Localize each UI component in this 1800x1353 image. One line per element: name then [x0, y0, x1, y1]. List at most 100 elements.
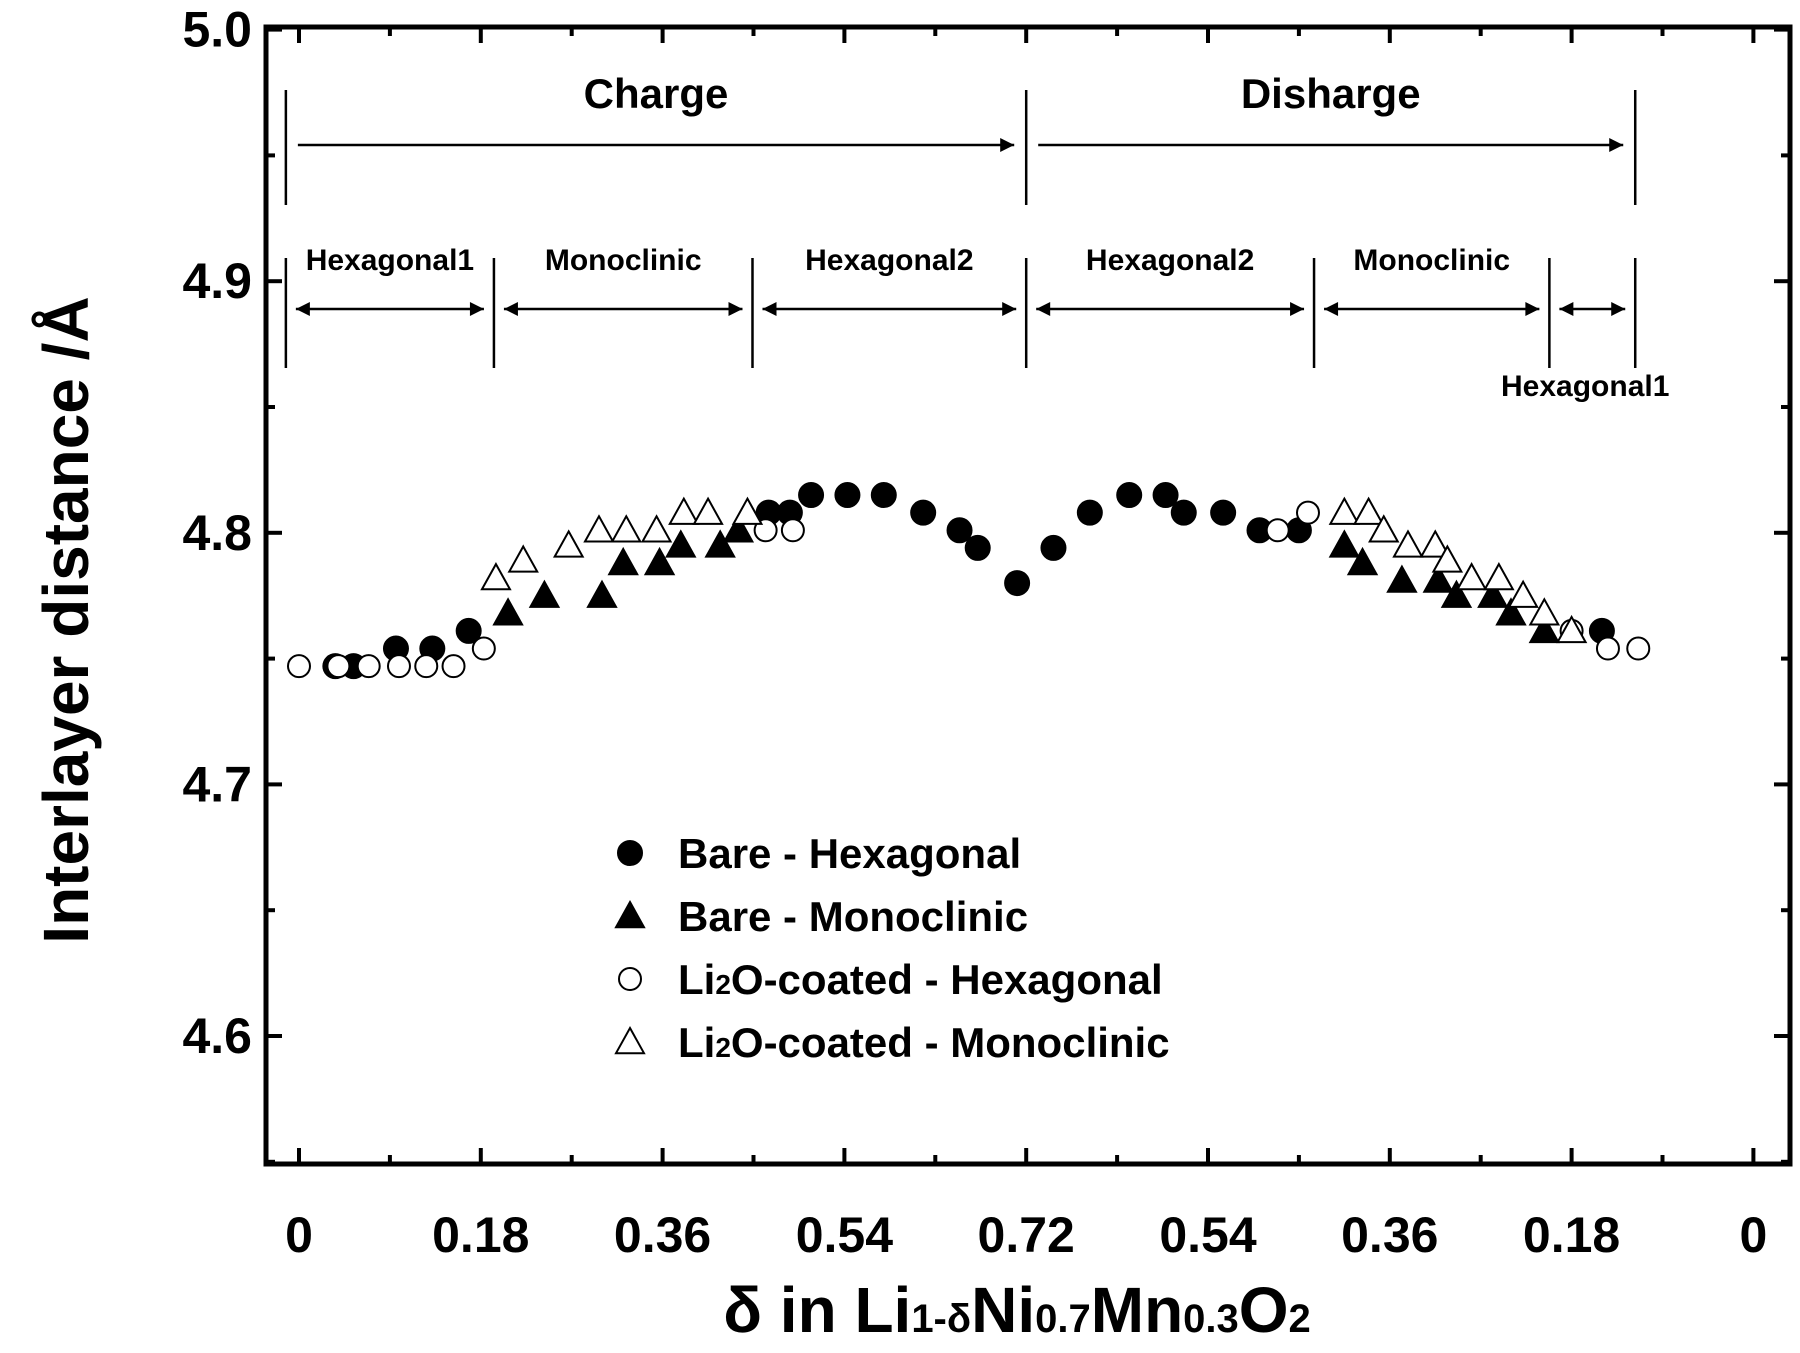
- phase-label: Hexagonal1: [1501, 370, 1669, 403]
- data-point: [1352, 496, 1385, 525]
- legend-marker: [617, 840, 643, 866]
- data-point: [665, 529, 697, 558]
- process-label: Charge: [584, 70, 729, 117]
- legend-label-part: Li: [678, 956, 715, 1003]
- data-point: [946, 517, 973, 544]
- legend-label-part: O-coated - Monoclinic: [731, 1019, 1170, 1066]
- data-point: [1392, 529, 1424, 558]
- data-point: [910, 499, 937, 526]
- data-point: [640, 514, 673, 543]
- x-tick-label: 0.72: [978, 1207, 1075, 1263]
- phase-label: Hexagonal1: [306, 244, 474, 277]
- data-point: [586, 579, 618, 608]
- data-point: [692, 496, 724, 525]
- data-point: [1440, 579, 1473, 608]
- x-axis-title-sub: 0.7: [1035, 1297, 1091, 1341]
- x-tick-label: 0: [1739, 1207, 1767, 1263]
- x-tick-label: 0.18: [432, 1207, 529, 1263]
- data-point: [507, 544, 539, 573]
- legend-marker: [614, 899, 646, 929]
- data-point: [1528, 597, 1561, 626]
- data-point: [1295, 500, 1320, 525]
- data-point: [471, 636, 496, 661]
- axis-ticks: [266, 27, 1790, 1164]
- y-tick-labels: 4.6 4.7 4.8 4.9 5.0: [182, 2, 252, 1064]
- x-axis-title-part: Ni: [971, 1274, 1035, 1346]
- y-tick-label: 5.0: [182, 2, 252, 58]
- legend-label: Li2O-coated - Monoclinic: [678, 1019, 1170, 1066]
- data-point: [1116, 482, 1143, 509]
- data-point: [1483, 562, 1515, 591]
- data-point: [552, 529, 585, 558]
- data-point: [610, 514, 642, 543]
- x-axis-title-part: δ in Li: [723, 1274, 911, 1346]
- data-point: [668, 496, 700, 525]
- x-tick-label: 0.54: [1159, 1207, 1257, 1263]
- data-point: [1346, 546, 1379, 576]
- data-point: [1419, 529, 1451, 558]
- data-point: [1328, 496, 1361, 525]
- data-point: [583, 514, 615, 543]
- data-point: [1076, 499, 1103, 526]
- x-axis-title-sub: 1-δ: [911, 1297, 971, 1341]
- data-point: [441, 654, 466, 679]
- legend-label: Bare - Hexagonal: [678, 830, 1021, 877]
- legend-marker: [614, 1025, 646, 1055]
- x-axis-title-part: O: [1239, 1274, 1289, 1346]
- x-tick-labels: 0 0.18 0.36 0.54 0.72 0.54 0.36 0.18 0: [285, 1207, 1767, 1263]
- data-point: [798, 482, 825, 509]
- phase-label: Hexagonal2: [805, 244, 973, 277]
- data-points: [287, 482, 1651, 680]
- x-tick-label: 0: [285, 1207, 313, 1263]
- data-point: [1555, 614, 1588, 644]
- y-axis-title: Interlayer distance /Å: [30, 296, 102, 943]
- x-axis-title-part: Mn: [1091, 1274, 1183, 1346]
- data-point: [1040, 534, 1067, 561]
- x-axis-title-sub: 0.3: [1183, 1297, 1239, 1341]
- phase-annotations: Charge Disharge Hexagonal1 Monoclinic Hexago…: [284, 70, 1669, 403]
- data-point: [492, 597, 524, 626]
- y-tick-label: 4.9: [182, 253, 252, 309]
- data-point: [1431, 544, 1464, 573]
- data-point: [780, 518, 805, 543]
- x-tick-label: 0.36: [1341, 1207, 1438, 1263]
- data-point: [1477, 579, 1509, 608]
- data-point: [326, 654, 351, 679]
- legend: Bare - Hexagonal Bare - Monoclinic Li2O-co…: [614, 830, 1170, 1066]
- data-point: [1368, 514, 1400, 543]
- y-tick-label: 4.7: [182, 756, 252, 812]
- data-point: [643, 546, 676, 576]
- data-point: [1265, 518, 1290, 543]
- data-point: [528, 579, 561, 608]
- x-tick-label: 0.36: [614, 1207, 711, 1263]
- legend-label-part: O-coated - Hexagonal: [731, 956, 1163, 1003]
- data-point: [287, 654, 311, 679]
- process-label: Disharge: [1241, 70, 1421, 117]
- data-point: [1004, 570, 1031, 597]
- x-axis-title: δ in Li1-δNi0.7Mn0.3O2: [723, 1274, 1311, 1346]
- data-point: [834, 482, 861, 509]
- x-axis-title-sub: 2: [1289, 1297, 1311, 1341]
- phase-label: Monoclinic: [545, 244, 702, 277]
- x-tick-label: 0.54: [796, 1207, 894, 1263]
- data-point: [1626, 636, 1651, 661]
- phase-label: Hexagonal2: [1086, 244, 1254, 277]
- data-point: [386, 654, 411, 679]
- legend-label: Li2O-coated - Hexagonal: [678, 956, 1163, 1003]
- legend-label-sub: 2: [715, 1032, 731, 1063]
- data-point: [1507, 579, 1539, 608]
- x-tick-label: 0.18: [1523, 1207, 1620, 1263]
- data-point: [1170, 499, 1197, 526]
- data-point: [607, 546, 639, 576]
- data-point: [1328, 529, 1361, 558]
- data-point: [964, 534, 991, 561]
- series-open-triangle: [480, 496, 1588, 644]
- data-point: [1595, 636, 1620, 661]
- legend-label: Bare - Monoclinic: [678, 893, 1028, 940]
- data-point: [731, 496, 764, 525]
- y-tick-label: 4.8: [182, 505, 252, 561]
- series-filled-circle: [322, 482, 1615, 680]
- data-point: [1152, 482, 1179, 509]
- data-point: [480, 562, 512, 591]
